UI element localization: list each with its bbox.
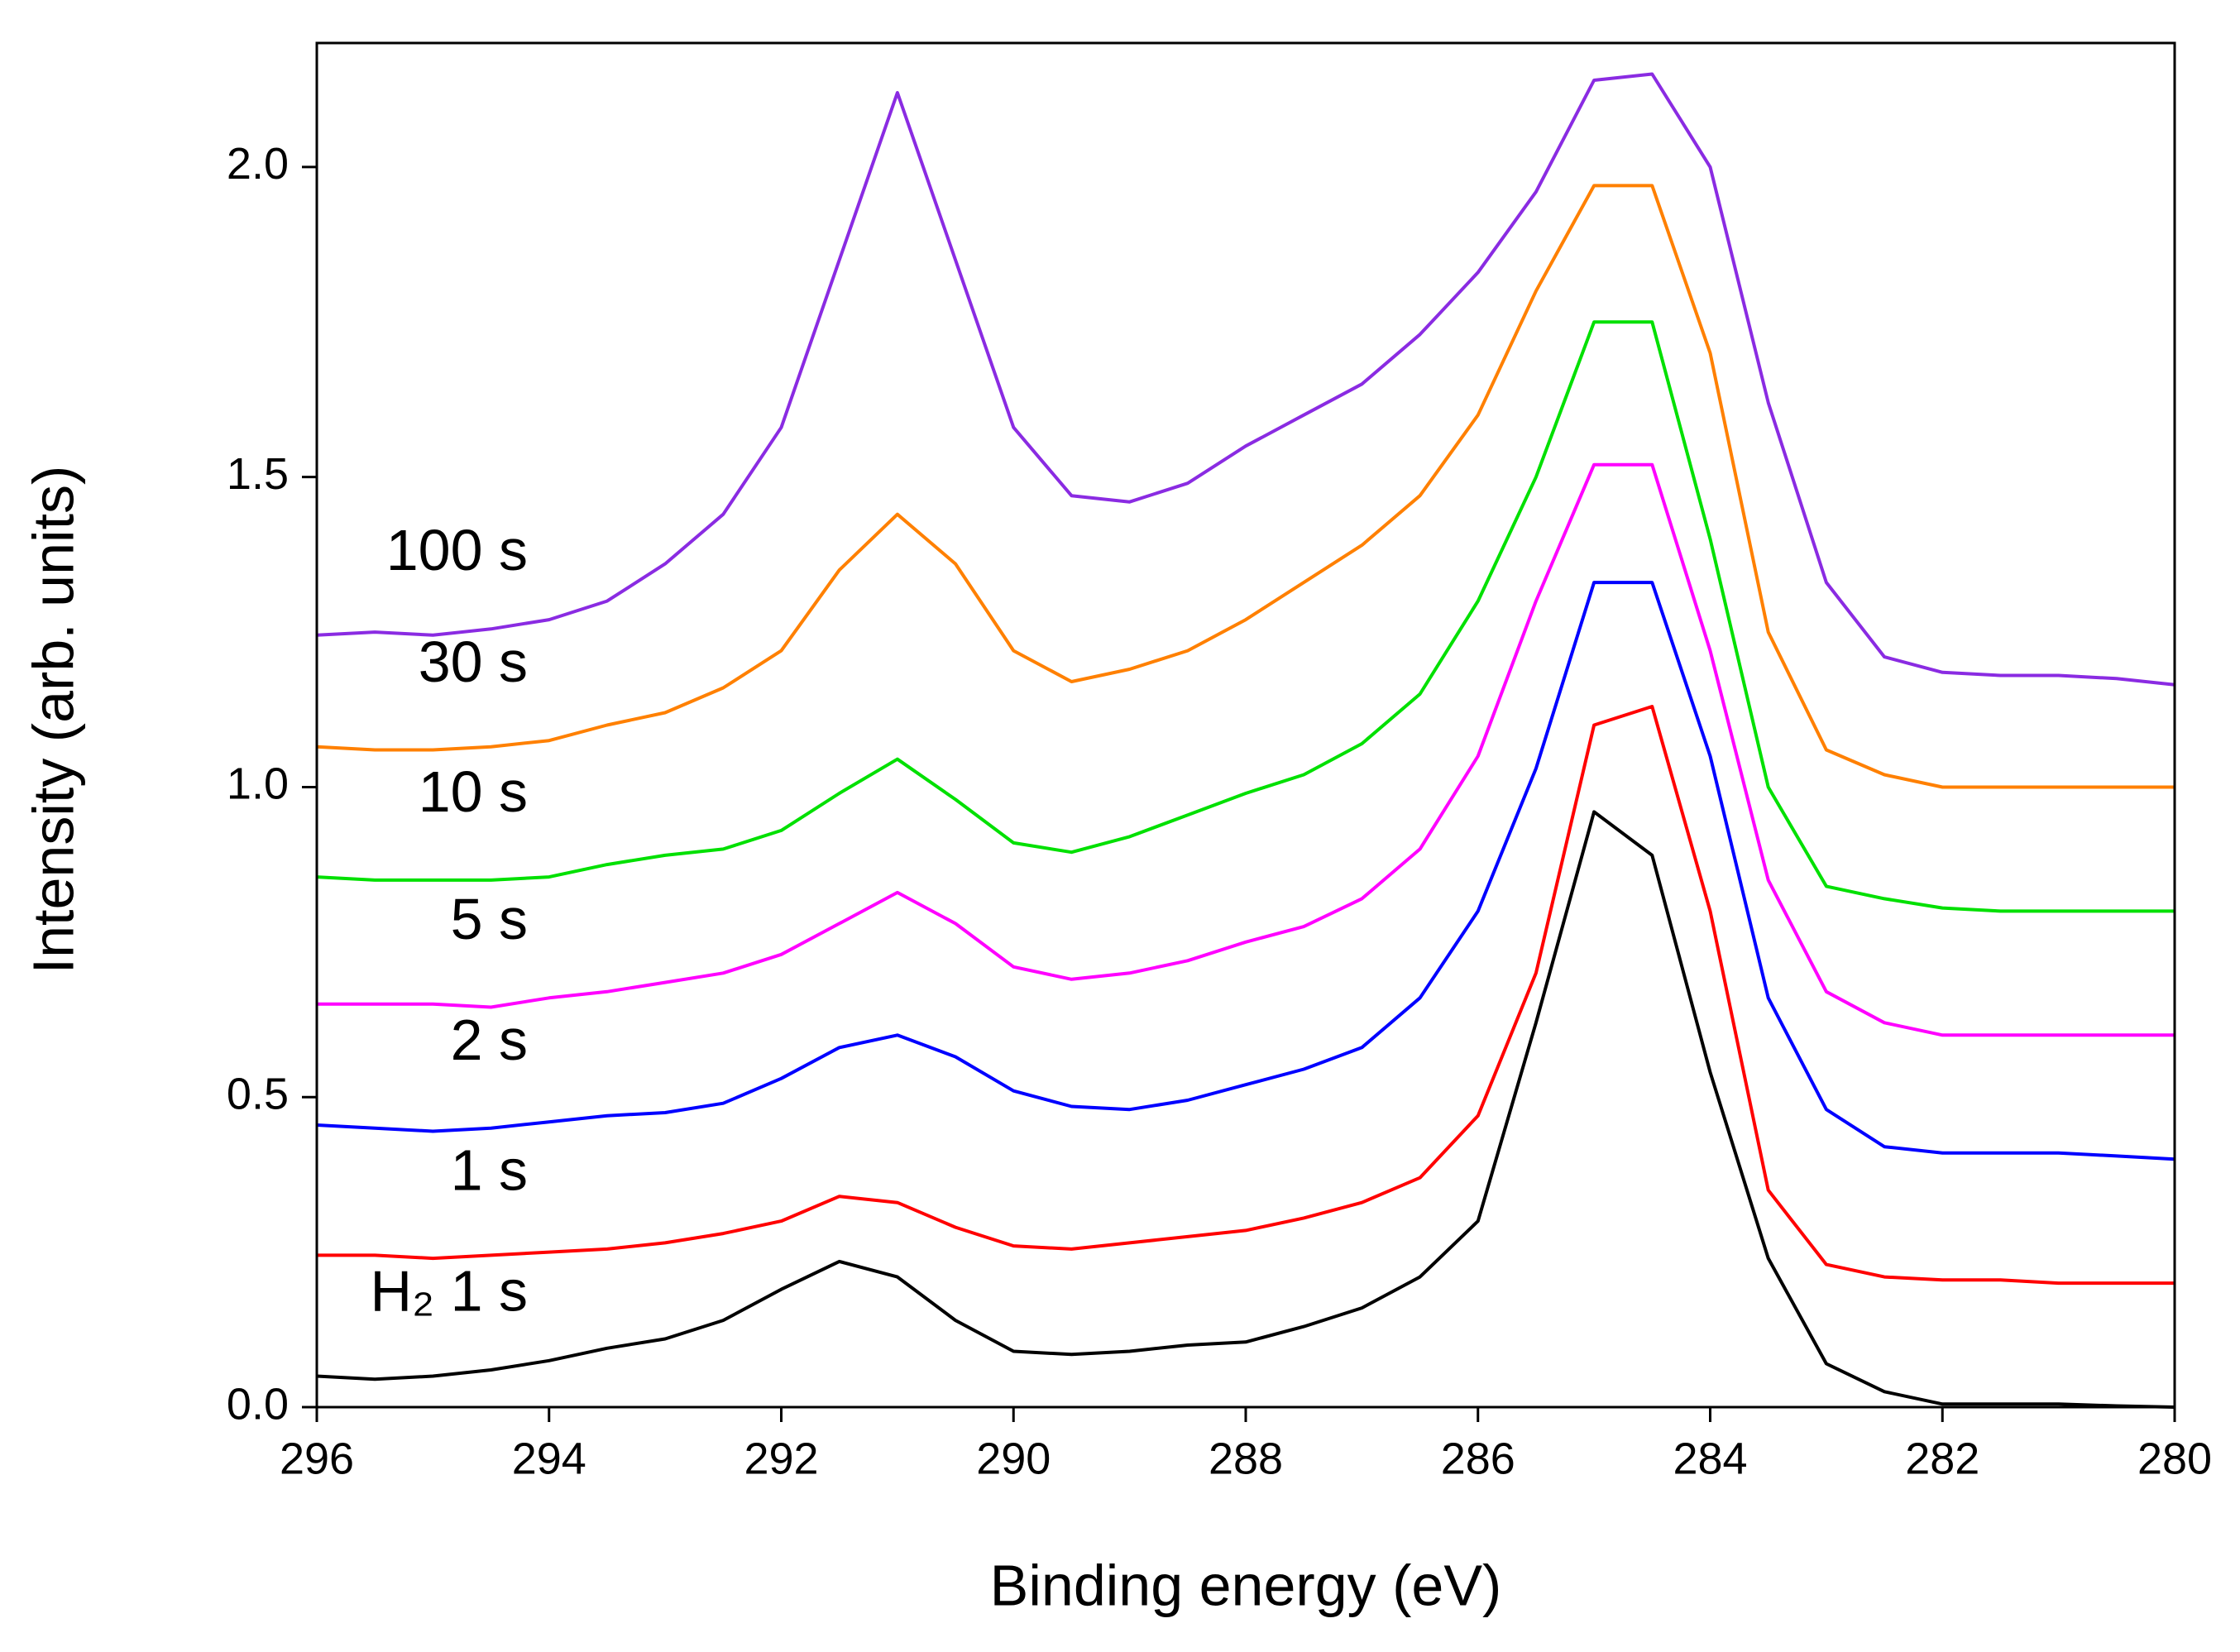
x-tick-label: 284 [1673, 1434, 1747, 1483]
series-line [316, 320, 2175, 913]
series-line [317, 462, 2175, 1037]
x-tick-label: 282 [1905, 1434, 1979, 1483]
series-line [316, 184, 2175, 789]
x-axis-title: Binding energy (eV) [990, 1553, 1502, 1617]
series-label: 10 s [419, 759, 528, 824]
x-tick-label: 294 [512, 1434, 586, 1483]
y-tick-label: 0.0 [227, 1379, 289, 1429]
y-tick-label: 1.5 [227, 449, 289, 499]
x-tick-label: 290 [976, 1434, 1051, 1483]
series-label: 5 s [451, 887, 528, 951]
x-tick-label: 286 [1441, 1434, 1515, 1483]
series-line [316, 72, 2175, 687]
series-line [316, 810, 2175, 1409]
plot-frame [315, 41, 2176, 1409]
y-tick-label: 1.0 [227, 759, 289, 809]
x-tick-label: 292 [744, 1434, 818, 1483]
x-tick-label: 296 [280, 1434, 354, 1483]
series-label: 30 s [419, 630, 528, 694]
x-tick-label: 280 [2137, 1434, 2212, 1483]
y-tick-label: 0.5 [227, 1069, 289, 1118]
y-axis-title: Intensity (arb. units) [21, 466, 85, 974]
series-line [316, 581, 2175, 1161]
y-tick-label: 2.0 [227, 139, 289, 189]
series-label: 2 s [451, 1008, 528, 1072]
series-label: H₂ 1 s [370, 1259, 528, 1324]
series-label: 100 s [386, 518, 528, 582]
x-tick-label: 288 [1209, 1434, 1283, 1483]
series-label: 1 s [451, 1137, 528, 1202]
series-line [317, 705, 2175, 1286]
